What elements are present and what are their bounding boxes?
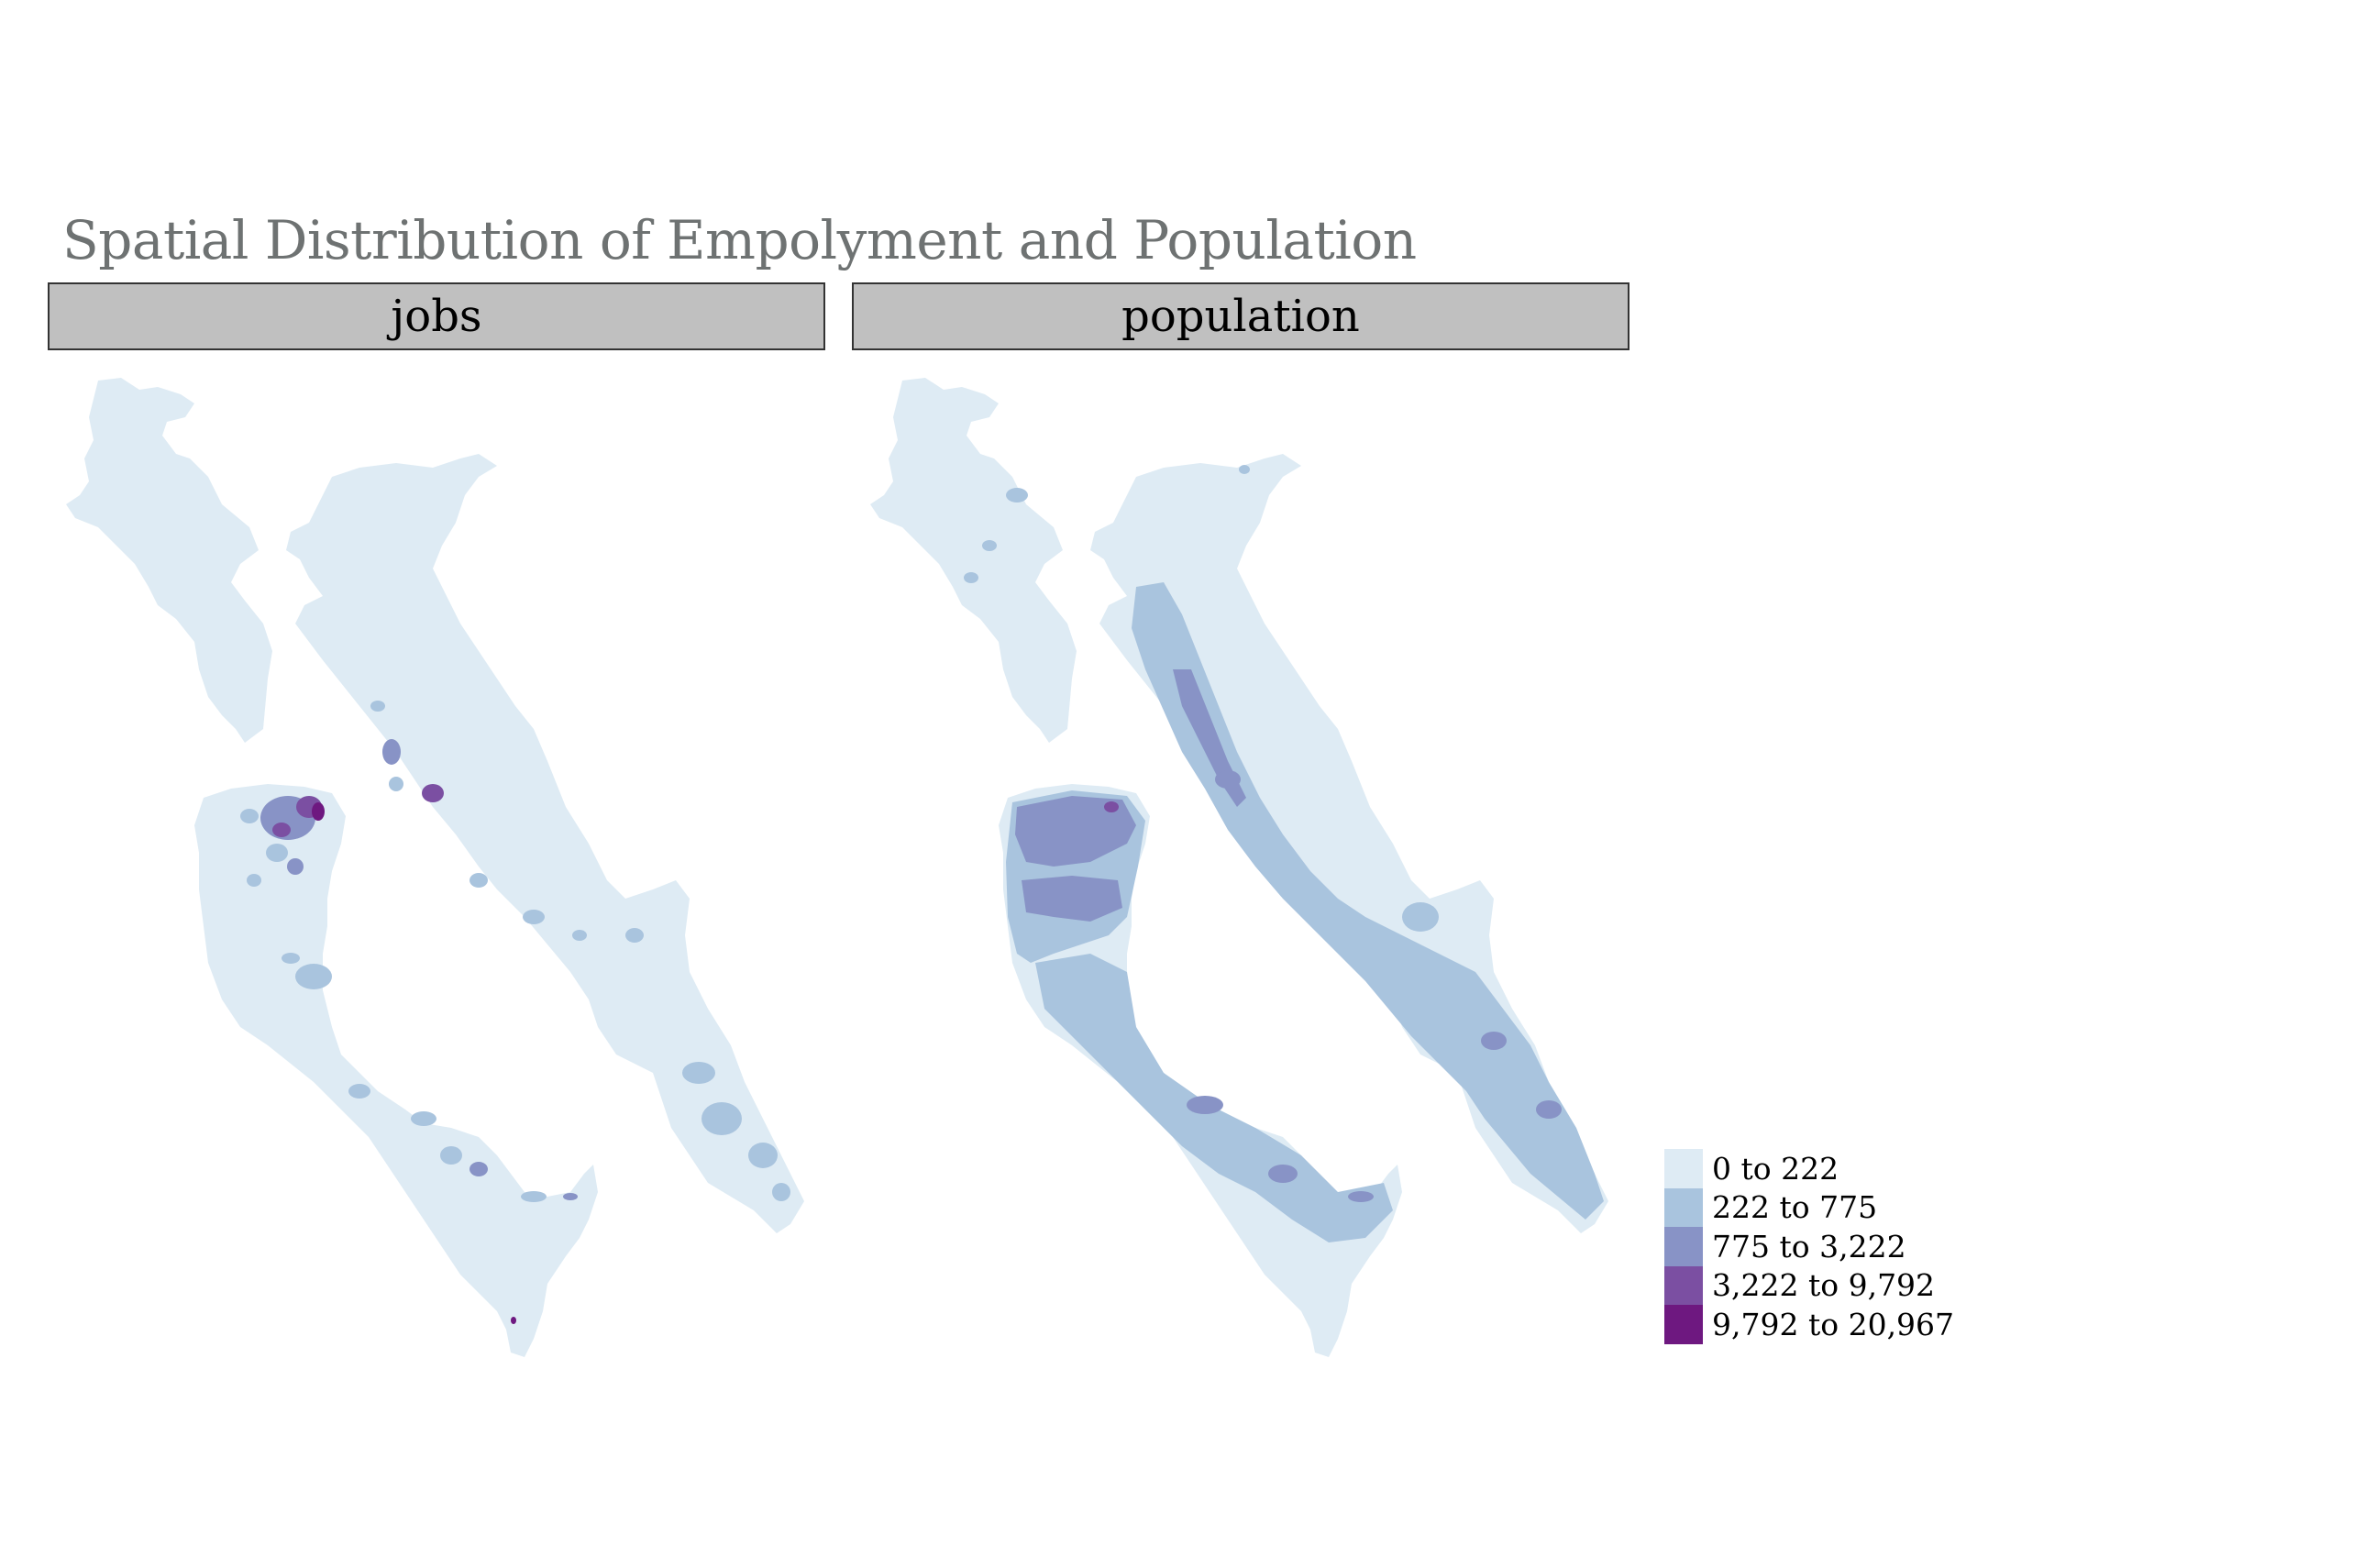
legend-item: 9,792 to 20,967: [1664, 1305, 1954, 1344]
legend-label: 775 to 3,222: [1712, 1228, 1906, 1264]
legend-label: 222 to 775: [1712, 1189, 1878, 1226]
legend-item: 3,222 to 9,792: [1664, 1265, 1954, 1305]
population-map-svg: [870, 378, 1608, 1357]
facet-strip-jobs: jobs: [48, 282, 825, 350]
legend-label: 9,792 to 20,967: [1712, 1306, 1955, 1342]
region-north-bay: [66, 378, 272, 743]
legend-swatch: [1664, 1149, 1703, 1188]
legend-swatch: [1664, 1305, 1703, 1344]
population-density: [964, 465, 1604, 1242]
legend: 0 to 222 222 to 775 775 to 3,222 3,222 t…: [1664, 1149, 1954, 1344]
legend-item: 0 to 222: [1664, 1149, 1954, 1188]
page-title: Spatial Distribution of Empolyment and P…: [62, 209, 1417, 271]
region-north-bay: [870, 378, 1077, 743]
jobs-hotspots: [240, 701, 790, 1324]
legend-swatch: [1664, 1187, 1703, 1227]
legend-item: 775 to 3,222: [1664, 1227, 1954, 1266]
legend-label: 3,222 to 9,792: [1712, 1267, 1936, 1304]
jobs-map: [48, 367, 825, 1375]
legend-label: 0 to 222: [1712, 1150, 1839, 1187]
region-peninsula: [194, 784, 598, 1357]
facet-strip-population: population: [852, 282, 1629, 350]
legend-swatch: [1664, 1227, 1703, 1266]
population-map: [852, 367, 1629, 1375]
jobs-map-svg: [66, 378, 804, 1357]
region-east-bay: [286, 454, 804, 1233]
legend-swatch: [1664, 1265, 1703, 1305]
legend-item: 222 to 775: [1664, 1187, 1954, 1227]
